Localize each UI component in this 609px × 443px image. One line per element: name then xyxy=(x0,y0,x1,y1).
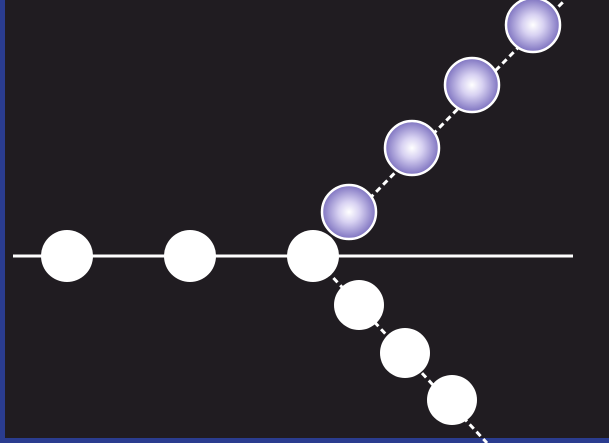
particle-diagram xyxy=(13,0,573,443)
scattered-particle xyxy=(427,375,477,425)
emitted-particle xyxy=(320,183,378,241)
emitted-particle xyxy=(443,56,501,114)
incoming-particle xyxy=(287,230,339,282)
incoming-particle xyxy=(164,230,216,282)
emitted-particle xyxy=(504,0,562,54)
scattered-particle xyxy=(380,328,430,378)
scattered-particle xyxy=(334,280,384,330)
incoming-particle xyxy=(41,230,93,282)
emitted-particle xyxy=(383,119,441,177)
